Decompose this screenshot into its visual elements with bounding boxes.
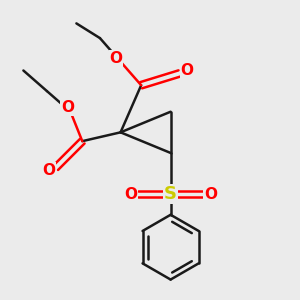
Text: O: O	[61, 100, 74, 115]
Text: O: O	[204, 187, 217, 202]
Text: O: O	[42, 163, 55, 178]
Text: S: S	[164, 185, 177, 203]
Text: O: O	[110, 51, 123, 66]
Text: O: O	[124, 187, 137, 202]
Text: O: O	[180, 63, 193, 78]
